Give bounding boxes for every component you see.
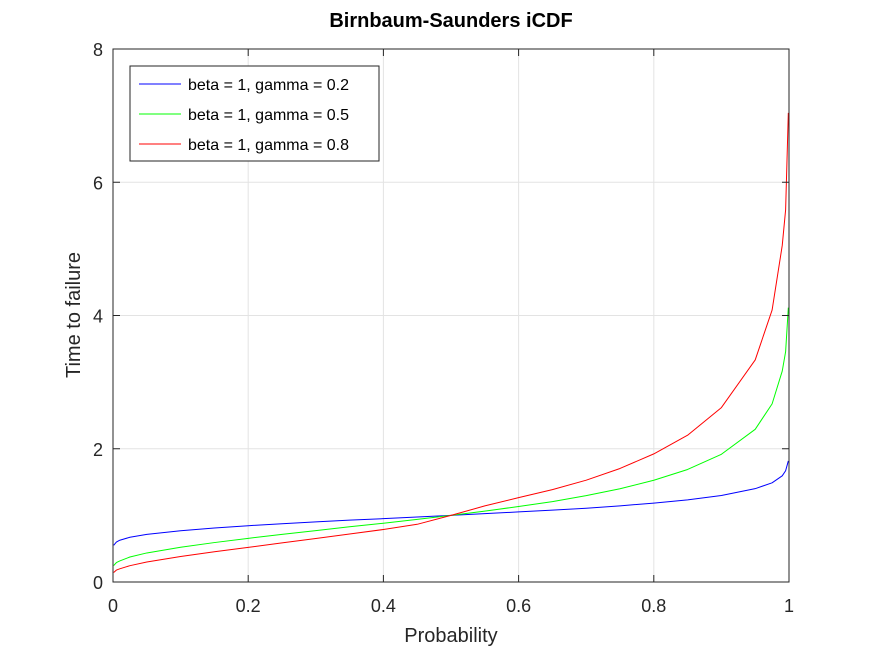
y-tick-label: 4 [93,307,103,327]
legend-label-3: beta = 1, gamma = 0.8 [188,137,349,154]
legend-label-1: beta = 1, gamma = 0.2 [188,77,349,94]
y-tick-label: 8 [93,40,103,60]
x-tick-label: 0.2 [236,596,261,616]
y-axis: 0 2 4 6 8 [93,40,789,593]
series-group [113,112,789,573]
legend-label-2: beta = 1, gamma = 0.5 [188,107,349,124]
x-tick-label: 1 [784,596,794,616]
y-tick-label: 0 [93,573,103,593]
series-line-3 [113,112,789,573]
chart-title: Birnbaum-Saunders iCDF [329,10,572,32]
x-axis: 0 0.2 0.4 0.6 0.8 1 [108,49,794,616]
x-tick-label: 0.4 [371,596,396,616]
x-axis-label: Probability [404,625,497,647]
legend: beta = 1, gamma = 0.2 beta = 1, gamma = 0… [129,65,380,162]
y-tick-label: 2 [93,440,103,460]
x-tick-label: 0 [108,596,118,616]
x-tick-label: 0.8 [641,596,666,616]
y-tick-label: 6 [93,173,103,193]
y-axis-label: Time to failure [63,252,85,378]
x-tick-label: 0.6 [506,596,531,616]
